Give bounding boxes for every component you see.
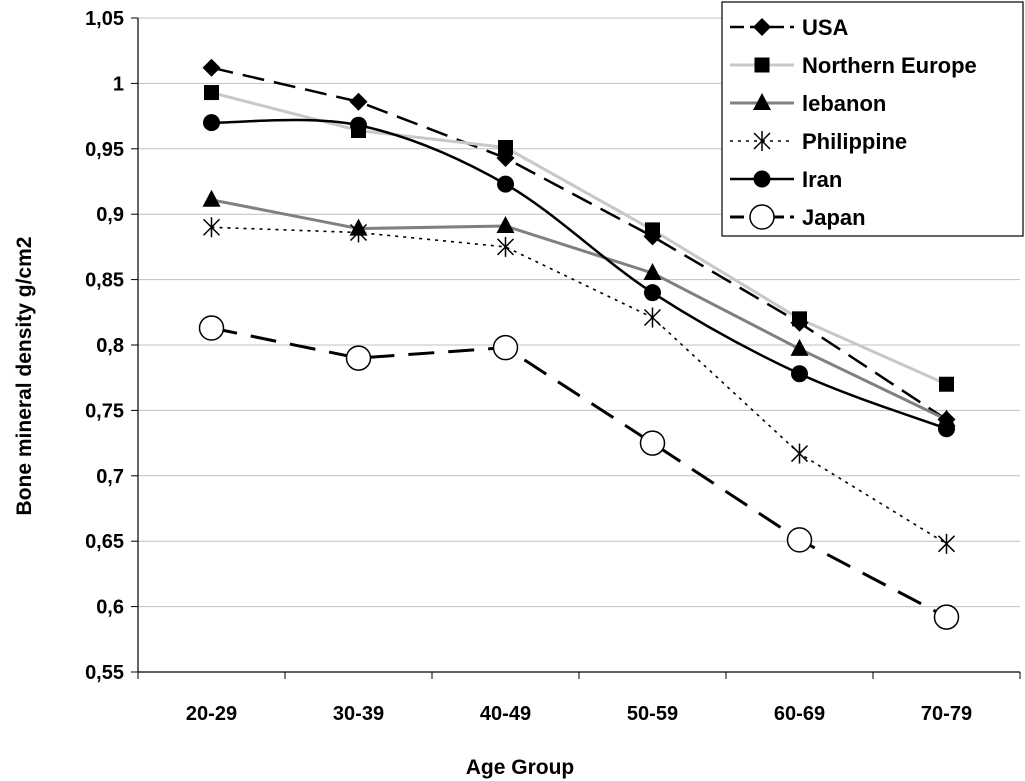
x-tick-label: 20-29: [186, 703, 237, 725]
y-tick-label: 0,55: [85, 662, 124, 684]
x-tick-label: 30-39: [333, 703, 384, 725]
legend-label-northern-europe: Northern Europe: [802, 53, 977, 78]
data-point-japan: [641, 431, 665, 455]
data-point-japan: [494, 336, 518, 360]
x-tick-label: 50-59: [627, 703, 678, 725]
data-point-iran: [644, 284, 661, 301]
y-tick-label: 0,75: [85, 400, 124, 422]
data-point-philippine: [939, 534, 955, 554]
data-point-northern-europe: [498, 140, 513, 155]
data-point-usa: [203, 59, 221, 77]
legend-marker-northern-europe: [755, 58, 770, 73]
y-tick-label: 1,05: [85, 8, 124, 30]
data-point-northern-europe: [645, 222, 660, 237]
y-tick-label: 0,7: [96, 466, 124, 488]
legend-marker-japan: [750, 205, 774, 229]
data-point-philippine: [792, 444, 808, 464]
data-point-northern-europe: [204, 85, 219, 100]
data-point-lebanon: [791, 339, 809, 356]
y-tick-label: 0,9: [96, 204, 124, 226]
data-point-philippine: [645, 308, 661, 328]
y-axis-title: Bone mineral density g/cm2: [13, 237, 36, 516]
data-point-japan: [200, 316, 224, 340]
x-axis-title: Age Group: [466, 756, 575, 779]
legend: USA Northern Europe lebanon Philippine Iran J…: [722, 2, 1023, 236]
data-point-iran: [497, 176, 514, 193]
y-tick-label: 0,8: [96, 335, 124, 357]
data-point-northern-europe: [792, 311, 807, 326]
x-tick-label: 60-69: [774, 703, 825, 725]
legend-label-philippine: Philippine: [802, 129, 907, 154]
data-point-iran: [203, 114, 220, 131]
data-point-northern-europe: [939, 377, 954, 392]
y-tick-label: 0,6: [96, 597, 124, 619]
legend-label-usa: USA: [802, 15, 849, 40]
data-point-iran: [791, 365, 808, 382]
legend-box: [722, 2, 1023, 236]
series-line-japan: [212, 328, 947, 617]
data-point-japan: [347, 346, 371, 370]
data-point-iran: [350, 117, 367, 134]
data-point-japan: [788, 528, 812, 552]
series-line-philippine: [212, 227, 947, 544]
y-tick-label: 0,85: [85, 270, 124, 292]
data-point-japan: [935, 605, 959, 629]
x-tick-label: 70-79: [921, 703, 972, 725]
x-tick-label: 40-49: [480, 703, 531, 725]
data-point-lebanon: [497, 216, 515, 233]
data-point-philippine: [204, 217, 220, 237]
data-point-lebanon: [203, 190, 221, 207]
legend-label-japan: Japan: [802, 205, 866, 230]
legend-label-lebanon: lebanon: [802, 91, 886, 116]
legend-marker-iran: [754, 171, 771, 188]
data-point-iran: [938, 420, 955, 437]
y-tick-label: 1: [113, 73, 124, 95]
data-point-usa: [350, 93, 368, 111]
y-tick-label: 0,95: [85, 139, 124, 161]
legend-label-iran: Iran: [802, 167, 842, 192]
y-tick-label: 0,65: [85, 531, 124, 553]
